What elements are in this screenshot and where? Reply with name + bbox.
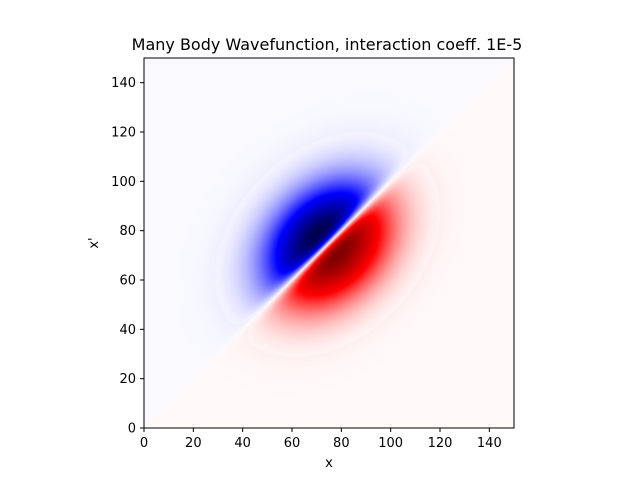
- y-tick-label: 120: [111, 126, 136, 141]
- x-tick-label: 80: [333, 436, 350, 451]
- y-tick-label: 60: [119, 274, 136, 289]
- y-tick-label: 40: [119, 323, 136, 338]
- y-tick-label: 140: [111, 76, 136, 91]
- plot-area: [143, 57, 515, 429]
- y-tick-label: 80: [119, 224, 136, 239]
- x-tick-label: 100: [378, 436, 403, 451]
- y-tick-label: 20: [119, 372, 136, 387]
- heatmap-image: [144, 58, 514, 428]
- x-axis-title: x: [325, 456, 333, 471]
- x-axis: 0 20 40 60 80 100 120 140: [140, 428, 502, 451]
- plot-frame: [143, 57, 515, 429]
- x-tick-label: 40: [234, 436, 251, 451]
- y-tick-label: 100: [111, 175, 136, 190]
- y-axis-title: x': [87, 237, 102, 248]
- chart-title: Many Body Wavefunction, interaction coef…: [132, 35, 523, 54]
- x-tick-label: 120: [428, 436, 453, 451]
- x-tick-label: 140: [477, 436, 502, 451]
- x-tick-label: 60: [284, 436, 301, 451]
- x-tick-label: 20: [185, 436, 202, 451]
- x-tick-label: 0: [140, 436, 148, 451]
- y-tick-label: 0: [128, 422, 136, 437]
- y-axis: 0 20 40 60 80 100 120 140: [111, 76, 144, 437]
